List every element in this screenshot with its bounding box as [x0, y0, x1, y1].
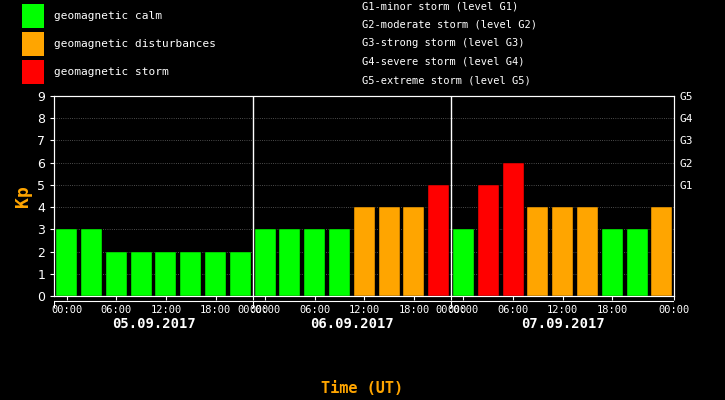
Bar: [602, 229, 623, 296]
Bar: [22, 32, 44, 56]
Text: geomagnetic calm: geomagnetic calm: [54, 11, 162, 21]
Text: G2-moderate storm (level G2): G2-moderate storm (level G2): [362, 20, 537, 30]
Text: G5-extreme storm (level G5): G5-extreme storm (level G5): [362, 75, 531, 85]
Bar: [478, 185, 499, 296]
Bar: [428, 185, 450, 296]
Y-axis label: Kp: Kp: [14, 185, 32, 207]
Bar: [651, 207, 672, 296]
Bar: [181, 252, 202, 296]
Text: geomagnetic storm: geomagnetic storm: [54, 67, 169, 77]
Bar: [403, 207, 424, 296]
Bar: [22, 60, 44, 84]
Text: G3-strong storm (level G3): G3-strong storm (level G3): [362, 38, 525, 48]
Text: Time (UT): Time (UT): [321, 381, 404, 396]
Bar: [130, 252, 152, 296]
Bar: [279, 229, 300, 296]
Bar: [626, 229, 647, 296]
Bar: [57, 229, 78, 296]
Bar: [304, 229, 326, 296]
Bar: [329, 229, 350, 296]
Text: 05.09.2017: 05.09.2017: [112, 317, 196, 331]
Bar: [354, 207, 375, 296]
Bar: [552, 207, 573, 296]
Bar: [230, 252, 251, 296]
Bar: [577, 207, 598, 296]
Bar: [527, 207, 548, 296]
Text: geomagnetic disturbances: geomagnetic disturbances: [54, 39, 216, 49]
Bar: [502, 163, 523, 296]
Bar: [155, 252, 176, 296]
Bar: [453, 229, 474, 296]
Text: G1-minor storm (level G1): G1-minor storm (level G1): [362, 1, 519, 11]
Text: 07.09.2017: 07.09.2017: [521, 317, 605, 331]
Bar: [106, 252, 127, 296]
Bar: [205, 252, 226, 296]
Bar: [254, 229, 276, 296]
Bar: [22, 4, 44, 28]
Bar: [81, 229, 102, 296]
Bar: [378, 207, 399, 296]
Text: 06.09.2017: 06.09.2017: [310, 317, 394, 331]
Text: G4-severe storm (level G4): G4-severe storm (level G4): [362, 57, 525, 67]
